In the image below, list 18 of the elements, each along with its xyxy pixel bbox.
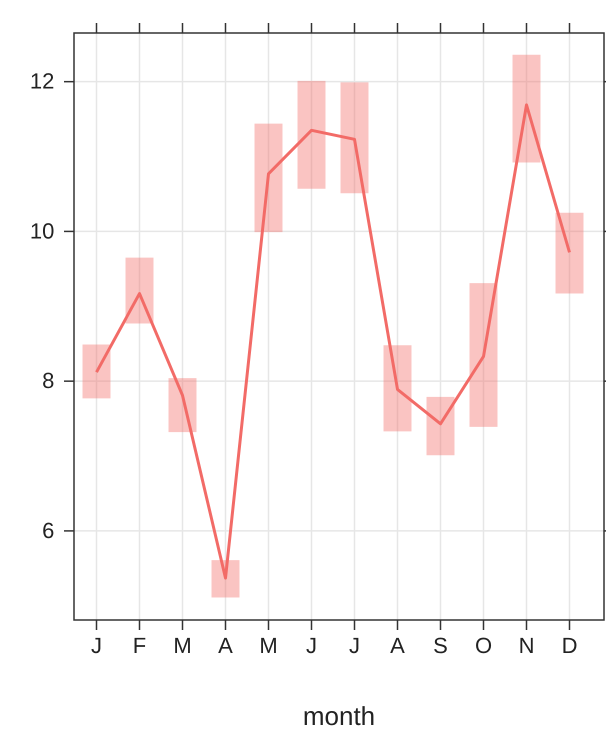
y-tick-label: 12 <box>30 68 54 94</box>
x-tick-label: N <box>518 632 534 658</box>
x-tick-label: M <box>259 632 278 658</box>
x-axis-title: month <box>302 701 376 731</box>
x-tick-label: J <box>306 632 317 658</box>
x-tick-label: S <box>433 632 448 658</box>
x-tick-label: F <box>132 632 146 658</box>
x-tick-label: A <box>218 632 234 658</box>
x-tick-label: J <box>91 632 102 658</box>
x-tick-label: M <box>173 632 192 658</box>
x-tick-label: J <box>349 632 360 658</box>
x-tick-label: O <box>474 632 492 658</box>
x-tick-label: D <box>562 632 578 658</box>
y-tick-label: 10 <box>30 218 54 244</box>
y-tick-label: 8 <box>42 368 54 394</box>
x-tick-label: A <box>390 632 406 658</box>
line-series <box>95 103 571 580</box>
y-tick-label: 6 <box>42 518 54 543</box>
